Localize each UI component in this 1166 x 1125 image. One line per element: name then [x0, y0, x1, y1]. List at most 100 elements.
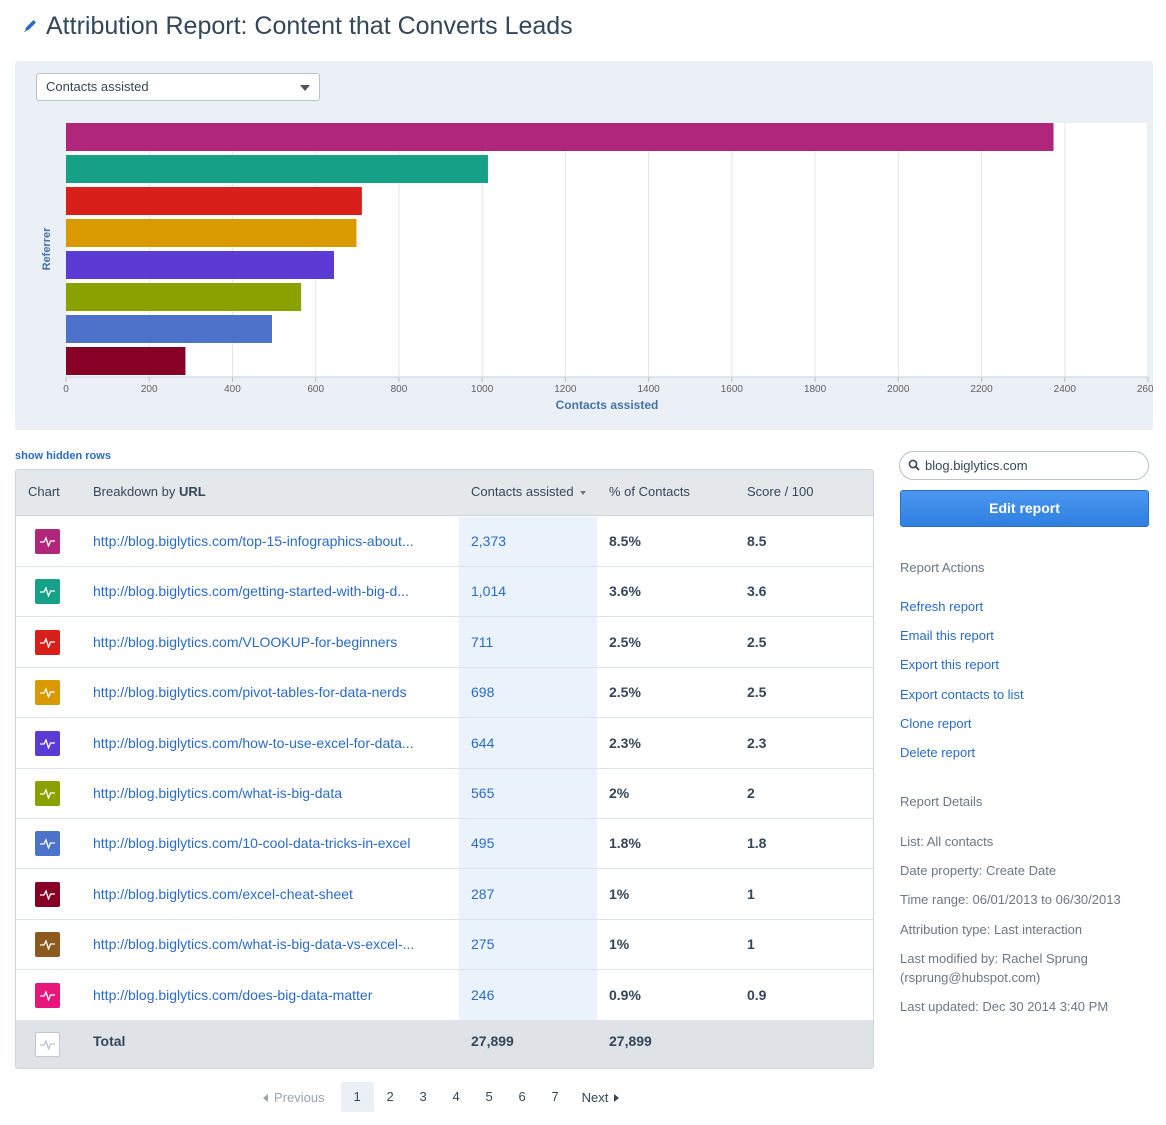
page-1-button[interactable]: 1: [340, 1082, 374, 1112]
x-tick-label: 1200: [554, 384, 577, 395]
next-label: Next: [581, 1089, 609, 1105]
next-page-button[interactable]: Next: [582, 1090, 620, 1105]
metric-select-value: Contacts assisted: [46, 79, 149, 94]
col-header-contacts-assisted[interactable]: Contacts assisted: [471, 470, 586, 514]
chart-toggle-icon[interactable]: [35, 932, 60, 958]
chart-toggle-icon[interactable]: [35, 881, 60, 907]
search-value: blog.biglytics.com: [925, 458, 1028, 473]
x-tick-label: 2600: [1137, 384, 1153, 395]
table-row: http://blog.biglytics.com/what-is-big-da…: [16, 920, 873, 971]
total-row: Total 27,899 27,899: [16, 1020, 873, 1068]
row-url-link[interactable]: http://blog.biglytics.com/how-to-use-exc…: [93, 734, 414, 751]
action-export-contacts-to-list-link[interactable]: Export contacts to list: [900, 686, 1024, 702]
search-icon: [908, 459, 920, 471]
row-pct-contacts: 2.5%: [609, 684, 641, 701]
search-input[interactable]: blog.biglytics.com: [899, 451, 1149, 480]
table-row: http://blog.biglytics.com/getting-starte…: [16, 567, 873, 618]
row-contacts-assisted[interactable]: 711: [471, 633, 494, 650]
x-tick-label: 2200: [970, 384, 993, 395]
bar[interactable]: [66, 347, 186, 375]
chart-toggle-icon[interactable]: [35, 831, 60, 857]
chevron-down-icon: [300, 85, 310, 91]
bar[interactable]: [66, 251, 335, 279]
row-url-link[interactable]: http://blog.biglytics.com/getting-starte…: [93, 583, 409, 600]
row-url-link[interactable]: http://blog.biglytics.com/VLOOKUP-for-be…: [93, 633, 398, 650]
x-tick-label: 1000: [471, 384, 494, 395]
page-5-button[interactable]: 5: [485, 1089, 493, 1104]
bar[interactable]: [66, 123, 1054, 151]
row-url-link[interactable]: http://blog.biglytics.com/does-big-data-…: [93, 986, 373, 1003]
row-url-link[interactable]: http://blog.biglytics.com/excel-cheat-sh…: [93, 885, 353, 902]
chart-toggle-icon[interactable]: [35, 529, 60, 554]
bar[interactable]: [66, 219, 357, 247]
col-header-score[interactable]: Score / 100: [747, 484, 814, 499]
row-url-link[interactable]: http://blog.biglytics.com/what-is-big-da…: [93, 785, 342, 801]
row-contacts-assisted[interactable]: 1,014: [471, 583, 507, 600]
row-contacts-assisted[interactable]: 565: [471, 785, 495, 801]
row-contacts-assisted[interactable]: 495: [471, 835, 495, 852]
col-header-breakdown[interactable]: Breakdown by URL: [93, 470, 206, 514]
row-url-link[interactable]: http://blog.biglytics.com/pivot-tables-f…: [93, 684, 407, 701]
bar[interactable]: [66, 187, 362, 215]
breakdown-table: Chart Breakdown by URL Contacts assisted…: [15, 469, 874, 1069]
metric-select[interactable]: Contacts assisted: [36, 73, 320, 101]
row-url-link[interactable]: http://blog.biglytics.com/top-15-infogra…: [93, 533, 414, 549]
row-contacts-assisted[interactable]: 246: [471, 986, 495, 1003]
page-7-button[interactable]: 7: [551, 1089, 559, 1104]
row-score: 8.5: [747, 533, 767, 549]
page-2-button[interactable]: 2: [386, 1089, 394, 1104]
row-score: 2.5: [747, 684, 767, 701]
pencil-icon[interactable]: [22, 18, 38, 34]
chart-toggle-icon[interactable]: [35, 579, 60, 605]
action-refresh-report-link[interactable]: Refresh report: [900, 599, 984, 614]
row-contacts-assisted[interactable]: 698: [471, 684, 495, 701]
x-tick-label: 0: [63, 384, 69, 395]
report-detail-item: Attribution type: Last interaction: [900, 922, 1083, 937]
x-tick-label: 1600: [721, 384, 744, 395]
row-score: 0.9: [747, 986, 767, 1003]
table-row: http://blog.biglytics.com/top-15-infogra…: [16, 517, 873, 567]
x-axis-label: Contacts assisted: [556, 398, 659, 412]
action-email-this-report-link[interactable]: Email this report: [900, 628, 994, 644]
action-clone-report-link[interactable]: Clone report: [900, 715, 972, 731]
row-score: 2.5: [747, 633, 767, 650]
table-row: http://blog.biglytics.com/pivot-tables-f…: [16, 668, 873, 719]
bar[interactable]: [66, 155, 488, 183]
row-contacts-assisted[interactable]: 2,373: [471, 533, 507, 549]
page-3-button[interactable]: 3: [419, 1089, 427, 1104]
x-tick-label: 400: [224, 384, 241, 395]
action-delete-report-link[interactable]: Delete report: [900, 745, 976, 760]
row-score: 1: [747, 885, 755, 902]
contacts-assisted-label: Contacts assisted: [471, 484, 574, 499]
bar[interactable]: [66, 315, 272, 343]
show-hidden-rows-link[interactable]: show hidden rows: [15, 450, 111, 462]
page-6-button[interactable]: 6: [518, 1089, 526, 1104]
row-contacts-assisted[interactable]: 644: [471, 734, 495, 751]
chevron-right-icon: [614, 1094, 620, 1103]
col-header-pct-contacts[interactable]: % of Contacts: [609, 484, 690, 499]
row-url-link[interactable]: http://blog.biglytics.com/10-cool-data-t…: [93, 835, 411, 852]
page-4-button[interactable]: 4: [452, 1089, 460, 1104]
previous-page-button[interactable]: Previous: [263, 1090, 325, 1105]
row-contacts-assisted[interactable]: 275: [471, 936, 495, 953]
page-title-bar: Attribution Report: Content that Convert…: [22, 8, 573, 44]
chart-toggle-icon[interactable]: [35, 680, 60, 706]
bar[interactable]: [66, 283, 302, 311]
chart-toggle-icon[interactable]: [35, 1032, 60, 1057]
report-details-heading: Report Details: [900, 794, 983, 809]
edit-report-button[interactable]: Edit report: [900, 490, 1149, 527]
chart-toggle-icon[interactable]: [35, 982, 60, 1008]
chart-toggle-icon[interactable]: [35, 629, 60, 655]
action-export-this-report-link[interactable]: Export this report: [900, 657, 999, 673]
chart-toggle-icon[interactable]: [35, 781, 60, 806]
row-pct-contacts: 1%: [609, 936, 630, 953]
row-score: 2: [747, 785, 755, 801]
row-contacts-assisted[interactable]: 287: [471, 885, 495, 902]
row-url-link[interactable]: http://blog.biglytics.com/what-is-big-da…: [93, 936, 415, 953]
chevron-left-icon: [263, 1094, 268, 1103]
chart-toggle-icon[interactable]: [35, 730, 60, 756]
total-contacts-assisted: 27,899: [471, 1033, 514, 1049]
table-row: http://blog.biglytics.com/does-big-data-…: [16, 971, 873, 1021]
breakdown-dimension: URL: [179, 484, 206, 499]
